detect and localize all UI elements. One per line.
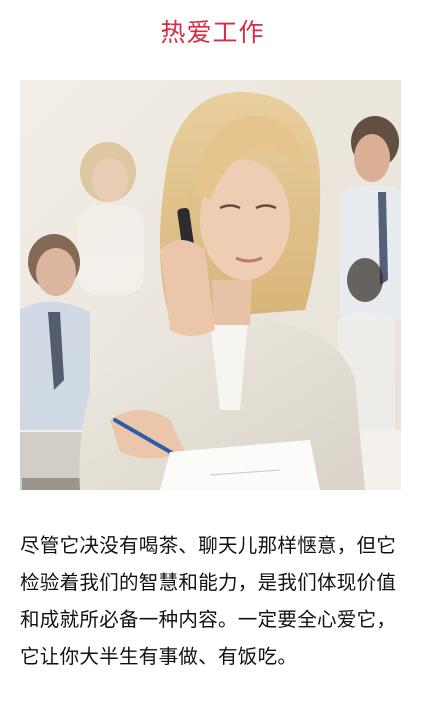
office-woman-on-phone-photo: [20, 80, 401, 490]
article-paragraph: 尽管它决没有喝茶、聊天儿那样惬意，但它检验着我们的智慧和能力，是我们体现价值和成…: [20, 534, 397, 668]
page-title: 热爱工作: [160, 18, 265, 47]
